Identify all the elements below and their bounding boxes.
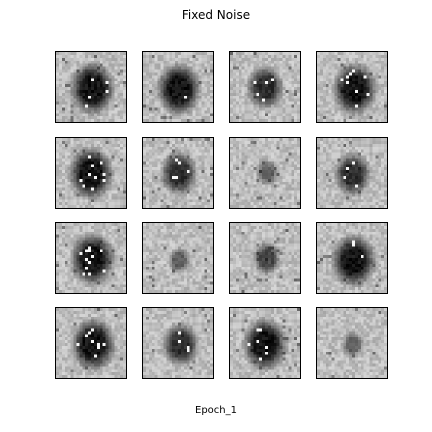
generated-sample-image (55, 307, 127, 379)
generated-sample-image (229, 307, 301, 379)
generated-sample-image (316, 51, 388, 123)
generated-sample-image (142, 137, 214, 209)
generated-sample-image (55, 51, 127, 123)
figure-title: Fixed Noise (181, 8, 251, 22)
generated-sample-image (229, 51, 301, 123)
epoch-caption: Epoch_1 (195, 405, 237, 416)
generated-sample-image (229, 137, 301, 209)
generated-sample-image (316, 222, 388, 294)
generated-sample-image (55, 137, 127, 209)
generated-sample-image (55, 222, 127, 294)
generated-sample-image (142, 307, 214, 379)
generated-sample-image (142, 51, 214, 123)
generated-sample-image (142, 222, 214, 294)
generated-sample-image (229, 222, 301, 294)
generated-sample-image (316, 307, 388, 379)
generated-sample-image (316, 137, 388, 209)
